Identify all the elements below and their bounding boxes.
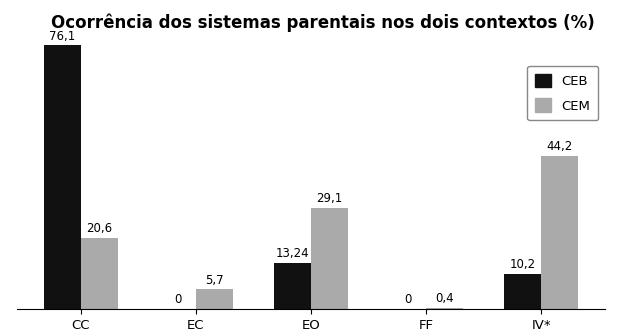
Bar	[311, 208, 348, 309]
Bar	[274, 263, 311, 309]
Text: 10,2: 10,2	[510, 258, 536, 271]
Bar	[541, 156, 578, 309]
Legend: CEB, CEM: CEB, CEM	[527, 66, 598, 121]
Bar	[44, 45, 81, 309]
Text: 0: 0	[174, 293, 181, 306]
Text: 0,4: 0,4	[435, 292, 454, 305]
Text: 20,6: 20,6	[86, 222, 112, 235]
Bar	[505, 274, 541, 309]
Text: 76,1: 76,1	[49, 30, 76, 43]
Text: 13,24: 13,24	[276, 247, 309, 260]
Text: 44,2: 44,2	[546, 140, 573, 153]
Bar	[196, 289, 233, 309]
Text: 29,1: 29,1	[317, 193, 343, 206]
Bar	[81, 238, 117, 309]
Text: Ocorrência dos sistemas parentais nos dois contextos (%): Ocorrência dos sistemas parentais nos do…	[51, 13, 594, 32]
Text: 5,7: 5,7	[205, 274, 223, 287]
Text: 0: 0	[404, 293, 412, 306]
Bar	[426, 308, 463, 309]
